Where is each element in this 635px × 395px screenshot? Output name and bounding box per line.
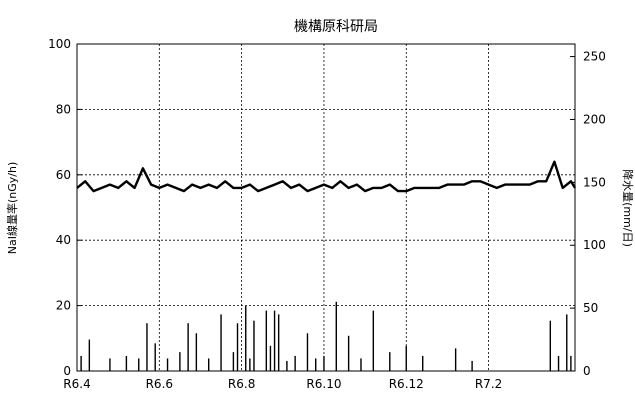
y2-tick-label: 0 [583,364,591,378]
precipitation-bar [347,335,350,371]
y-tick-label: 40 [56,233,71,247]
precipitation-bar [273,310,276,371]
precipitation-bar [138,358,140,371]
precipitation-bar [125,355,128,371]
precipitation-bar [570,355,572,371]
grid [77,44,575,371]
precipitation-bar [294,355,296,371]
precipitation-bar [265,310,268,371]
y2-tick-label: 50 [583,301,598,315]
y2-tick-label: 150 [583,175,606,189]
y-tick-label: 20 [56,299,71,313]
precipitation-bar [454,348,457,371]
precipitation-bar [249,358,251,371]
precipitation-bars [80,301,572,371]
precipitation-bar [88,339,91,371]
precipitation-bar [372,310,375,371]
precipitation-bar [557,355,560,371]
precipitation-bar [208,358,210,371]
precipitation-bar [306,333,309,371]
chart-title: 機構原科研局 [294,19,378,35]
precipitation-bar [269,345,272,371]
precipitation-bar [389,352,391,371]
y-tick-label: 0 [63,364,71,378]
y-tick-label: 80 [56,102,71,116]
precipitation-bar [146,323,148,371]
x-axis-ticks: R6.4 R6.6 R6.8 R6.10 R6.12 R7.2 [63,377,502,391]
precipitation-bar [245,305,247,371]
y-tick-label: 100 [48,37,71,51]
precipitation-bar [315,358,317,371]
precipitation-bar [195,333,198,371]
y2-tick-label: 250 [583,50,606,64]
x-tick-label: R6.4 [63,377,90,391]
dose-rate-line [76,160,577,193]
x-tick-label: R6.8 [228,377,255,391]
precipitation-bar [549,320,552,371]
precipitation-bar [154,343,156,371]
y2-axis-label: 降水量(mm/日) [621,169,635,247]
precipitation-bar [187,323,189,371]
precipitation-bar [335,301,337,371]
y-axis-label: NaI線量率(nGy/h) [5,162,19,254]
precipitation-bar [220,314,222,371]
precipitation-bar [405,345,407,371]
precipitation-bar [236,323,239,371]
precipitation-bar [109,358,111,371]
precipitation-bar [277,314,280,371]
y2-tick-label: 100 [583,238,606,252]
x-tick-label: R7.2 [475,377,502,391]
precipitation-bar [80,355,82,371]
precipitation-bar [253,320,255,371]
precipitation-bar [166,358,169,371]
plot-frame [76,43,576,372]
y-axis-ticks: 0 20 40 60 80 100 [48,37,82,378]
precipitation-bar [232,352,235,371]
x-tick-label: R6.10 [306,377,341,391]
precipitation-bar [566,314,568,371]
precipitation-bar [471,360,473,371]
precipitation-bar [422,355,424,371]
x-tick-label: R6.6 [146,377,173,391]
precipitation-bar [323,355,325,371]
y2-axis-ticks: 0 50 100 150 200 250 [570,50,606,378]
x-tick-label: R6.12 [389,377,424,391]
y-tick-label: 60 [56,168,71,182]
precipitation-bar [179,352,181,371]
precipitation-bar [360,358,362,371]
precipitation-bar [286,360,288,371]
y2-tick-label: 200 [583,112,606,126]
